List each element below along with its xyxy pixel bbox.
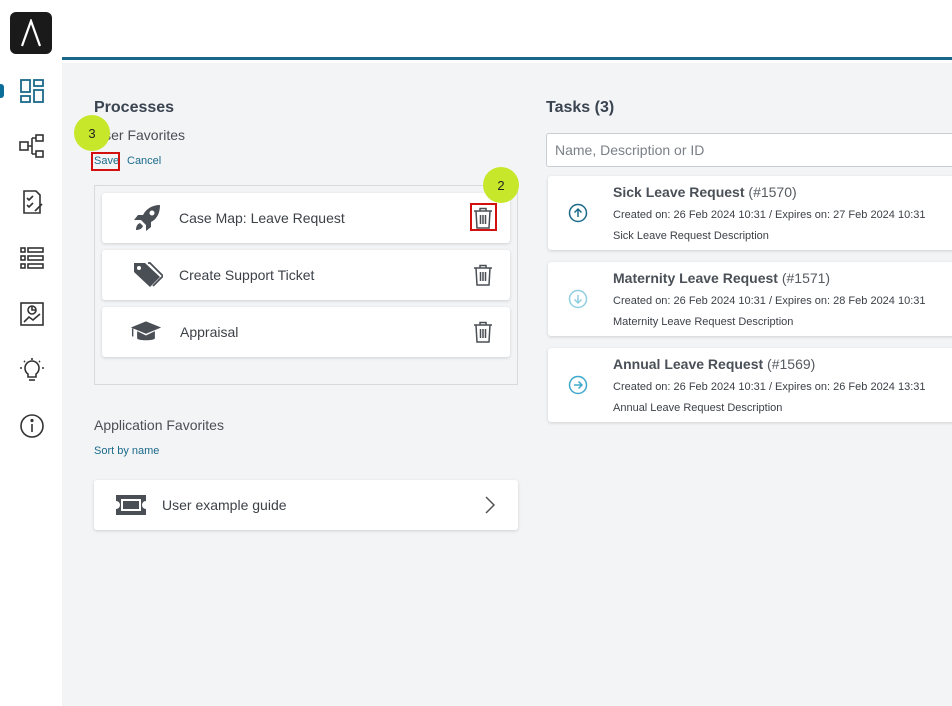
trash-icon[interactable] [472,320,494,344]
task-description: Annual Leave Request Description [613,402,783,414]
step-3-badge: 3 [74,115,110,151]
step-2-badge: 2 [483,167,519,203]
ticket-icon [114,494,148,516]
task-id: (#1570) [748,184,797,200]
cancel-link[interactable]: Cancel [127,155,162,167]
report-chart-icon[interactable] [17,299,47,329]
task-id: (#1571) [781,270,831,286]
task-card[interactable]: Sick Leave Request (#1570) Created on: 2… [548,176,952,250]
save-highlight [91,152,120,171]
info-icon[interactable] [17,411,47,441]
favorite-card[interactable]: Create Support Ticket [102,250,510,300]
task-card[interactable]: Annual Leave Request (#1569) Created on:… [548,348,952,422]
task-checklist-icon[interactable] [17,187,47,217]
task-dates: Created on: 26 Feb 2024 10:31 / Expires … [613,381,926,393]
arrow-up-circle-icon [568,203,588,223]
task-name: Sick Leave Request [613,184,745,200]
trash-highlight [470,203,497,231]
task-description: Sick Leave Request Description [613,230,769,242]
task-name: Annual Leave Request [613,356,764,372]
save-link[interactable]: Save [94,155,120,167]
arrow-down-circle-icon [568,289,588,309]
app-favorite-label: User example guide [162,497,287,513]
tasks-title: Tasks (3) [546,99,615,116]
task-dates: Created on: 26 Feb 2024 10:31 / Expires … [613,295,926,307]
favorite-label: Create Support Ticket [179,267,315,283]
task-title: Sick Leave Request (#1570) [613,184,797,200]
tags-icon [132,260,164,290]
task-id: (#1569) [767,356,816,372]
favorite-card[interactable]: Appraisal [102,307,510,357]
lightbulb-icon[interactable] [17,355,47,385]
sort-by-name-link[interactable]: Sort by name [94,445,160,457]
task-description: Maternity Leave Request Description [613,316,794,328]
rocket-icon [132,203,164,233]
task-search-input[interactable] [546,133,952,167]
user-favorites-panel: Case Map: Leave Request Create Support T… [94,185,518,385]
arrow-right-circle-icon [568,375,588,395]
trash-icon[interactable] [472,206,494,230]
favorite-label: Appraisal [180,324,239,340]
application-favorites-label: Application Favorites [94,417,224,433]
task-title: Maternity Leave Request (#1571) [613,270,830,286]
dashboard-icon[interactable] [17,76,47,106]
task-card[interactable]: Maternity Leave Request (#1571) Created … [548,262,952,336]
chevron-right-icon[interactable] [484,496,496,514]
task-title: Annual Leave Request (#1569) [613,356,815,372]
graduation-cap-icon [130,317,162,347]
favorite-card[interactable]: Case Map: Leave Request [102,193,510,243]
task-dates: Created on: 26 Feb 2024 10:31 / Expires … [613,209,926,221]
main-content: Processes User Favorites Save Cancel 3 C… [62,63,952,706]
list-icon[interactable] [17,243,47,273]
active-nav-indicator [0,84,4,98]
user-favorites-label: User Favorites [94,127,186,143]
favorite-label: Case Map: Leave Request [179,210,345,226]
task-name: Maternity Leave Request [613,270,778,286]
processes-title: Processes [94,99,175,116]
process-map-icon[interactable] [17,131,47,161]
lambda-logo[interactable] [10,12,52,54]
app-favorite-card[interactable]: User example guide [94,480,518,530]
top-bar [62,0,952,60]
sidebar [0,0,62,706]
trash-icon[interactable] [472,263,494,287]
